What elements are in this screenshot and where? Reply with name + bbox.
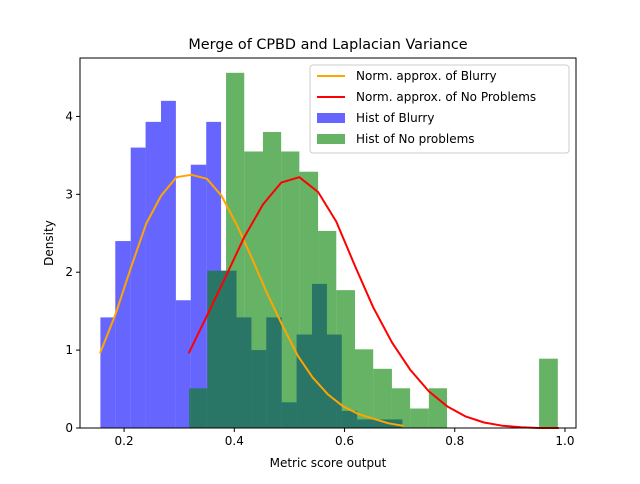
blurry-hist-bar: [130, 147, 146, 428]
y-tick-label: 2: [65, 265, 73, 279]
blurry-hist-bar: [175, 300, 191, 428]
legend-label-hist-of-blurry: Hist of Blurry: [356, 111, 434, 125]
y-axis-ticks: 0 1 2 3 4: [65, 109, 80, 435]
legend-swatch-hist-of-blurry: [317, 113, 345, 123]
no-problems-hist-bar: [428, 388, 448, 428]
no-problems-hist-bar: [410, 408, 429, 428]
no-problems-hist-bar: [299, 171, 319, 428]
no-problems-hist-bar: [373, 368, 392, 428]
x-axis-ticks: 0.2 0.4 0.6 0.8 1.0: [115, 428, 575, 448]
blurry-normal-curve: [99, 173, 404, 427]
no-problems-normal-curve: [187, 176, 559, 429]
legend-label-norm-approx-of-no-problems: Norm. approx. of No Problems: [356, 90, 536, 104]
legend: Norm. approx. of Blurry Norm. approx. of …: [309, 64, 570, 154]
blurry-hist-bar: [115, 241, 131, 428]
x-tick-label: 1.0: [555, 434, 574, 448]
y-tick-label: 4: [65, 109, 73, 123]
x-axis-label: Metric score output: [270, 456, 387, 470]
y-tick-label: 0: [65, 421, 73, 435]
no-problems-hist-bar: [318, 230, 337, 428]
blurry-hist-bar: [161, 100, 176, 428]
y-tick-label: 1: [65, 343, 73, 357]
no-problems-hist-bar: [336, 290, 356, 428]
no-problems-hist-bar: [244, 151, 263, 428]
legend-box: [309, 64, 570, 154]
no-problems-hist-bar: [391, 388, 411, 428]
no-problems-hist-bar: [189, 388, 208, 428]
y-tick-label: 3: [65, 187, 73, 201]
x-tick-label: 0.2: [115, 434, 134, 448]
blurry-hist-bar: [145, 121, 162, 428]
histogram-bars: [100, 72, 558, 429]
no-problems-hist-bar: [262, 132, 282, 428]
no-problems-hist-bar: [281, 151, 300, 428]
legend-label-hist-of-no-problems: Hist of No problems: [356, 132, 475, 146]
blurry-hist-bar: [190, 164, 207, 428]
legend-label-norm-approx-of-blurry: Norm. approx. of Blurry: [356, 69, 497, 83]
y-axis-label: Density: [42, 220, 56, 266]
normal-curves: [99, 173, 559, 429]
x-tick-label: 0.8: [445, 434, 464, 448]
x-tick-label: 0.4: [225, 434, 244, 448]
x-tick-label: 0.6: [335, 434, 354, 448]
no-problems-hist-bar: [226, 72, 245, 429]
no-problems-hist-bar: [207, 270, 227, 428]
no-problems-hist-bar: [355, 349, 374, 428]
chart-title: Merge of CPBD and Laplacian Variance: [188, 37, 467, 53]
axes-frame: [79, 57, 577, 429]
no-problems-hist-bar: [539, 358, 558, 428]
legend-swatch-hist-of-no-problems: [317, 134, 345, 144]
